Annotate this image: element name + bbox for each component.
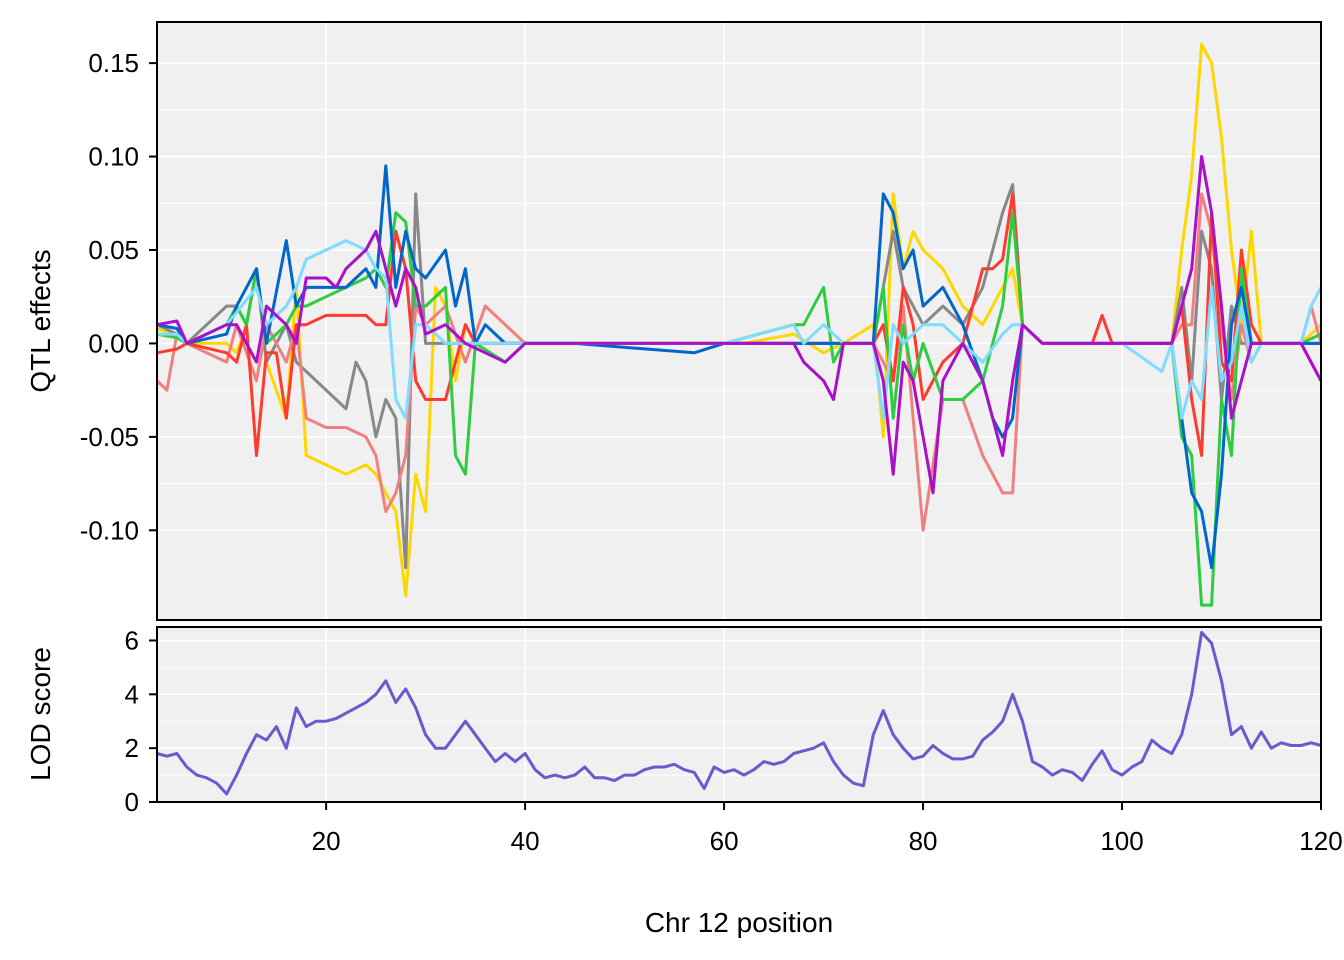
lod-y-tick-label: 0 — [125, 787, 139, 817]
effects-plot-frame — [156, 21, 1322, 621]
x-tick-label: 40 — [511, 826, 540, 856]
x-axis: 20 40 60 80 100 120 — [312, 802, 1343, 856]
lod-series-line-0 — [156, 630, 1322, 796]
lod-panel: 0 2 4 6 20 40 60 80 100 120 LOD score Chr 12 pos… — [25, 625, 1343, 938]
lod-plot-frame — [156, 626, 1322, 803]
effects-y-tick-label: -0.05 — [80, 422, 139, 452]
lod-series-group — [156, 630, 1322, 796]
effects-y-axis: -0.10 -0.05 0.00 0.05 0.10 0.15 — [80, 48, 157, 545]
lod-y-tick-label: 4 — [125, 679, 139, 709]
effects-plot-background — [157, 22, 1321, 620]
effects-y-tick-label: 0.15 — [88, 48, 139, 78]
effects-y-tick-label: 0.10 — [88, 142, 139, 172]
x-tick-label: 100 — [1100, 826, 1143, 856]
lod-y-tick-label: 6 — [125, 625, 139, 655]
x-tick-label: 120 — [1299, 826, 1342, 856]
x-tick-label: 60 — [710, 826, 739, 856]
lod-y-tick-label: 2 — [125, 733, 139, 763]
effects-panel: -0.10 -0.05 0.00 0.05 0.10 0.15 QTL effects — [25, 21, 1323, 621]
effects-y-tick-label: -0.10 — [80, 515, 139, 545]
effects-y-tick-label: 0.00 — [88, 328, 139, 358]
effects-series-line-7 — [156, 155, 1323, 495]
lod-y-axis-title: LOD score — [25, 647, 56, 781]
lod-plot-background — [157, 627, 1321, 802]
effects-y-tick-label: 0.05 — [88, 235, 139, 265]
effects-y-axis-title: QTL effects — [25, 249, 56, 392]
lod-y-axis: 0 2 4 6 — [125, 625, 157, 817]
effects-gridlines — [157, 22, 1322, 620]
effects-series-group — [155, 42, 1323, 607]
x-tick-label: 80 — [909, 826, 938, 856]
x-axis-title: Chr 12 position — [645, 907, 833, 938]
x-tick-label: 20 — [312, 826, 341, 856]
